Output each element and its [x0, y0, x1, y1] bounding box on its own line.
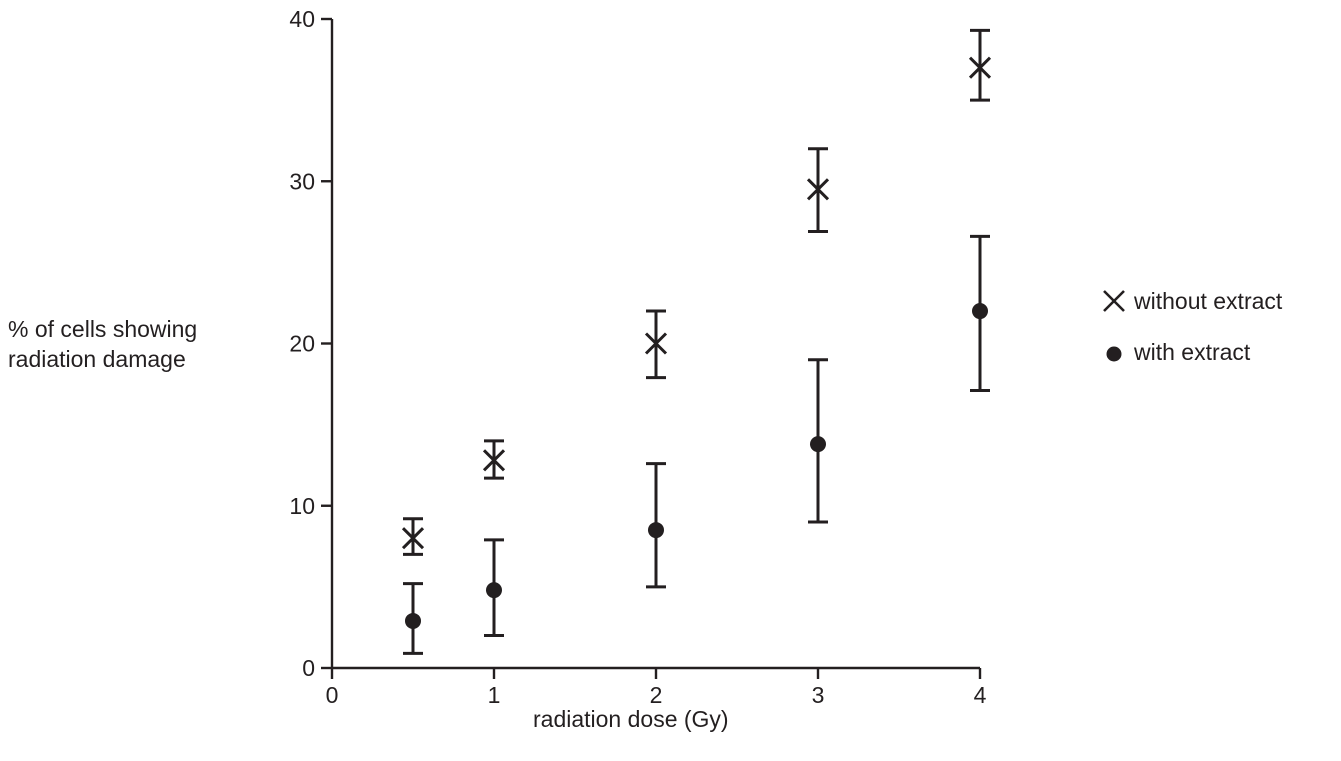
- cross-marker: [644, 332, 668, 355]
- dot-marker: [972, 303, 988, 320]
- cross-marker: [806, 178, 830, 201]
- legend-item-with-extract: with extract: [1100, 338, 1250, 366]
- x-tick-label: 2: [650, 682, 663, 708]
- cross-marker: [482, 449, 506, 472]
- dot-marker: [810, 436, 826, 453]
- legend-label-without-extract: without extract: [1134, 287, 1283, 314]
- data-marks: [401, 28, 992, 655]
- y-tick-label: 40: [289, 6, 315, 32]
- legend-item-without-extract: without extract: [1100, 287, 1282, 315]
- y-axis-ticks: 0 10 20 30 40: [289, 6, 332, 681]
- data-point-with-extract: [646, 462, 666, 589]
- x-tick-label: 4: [974, 682, 987, 708]
- data-point-with-extract: [403, 582, 423, 655]
- cross-marker: [401, 527, 425, 550]
- x-axis-label: radiation dose (Gy): [533, 706, 729, 732]
- y-axis-label-line-2: radiation damage: [8, 346, 186, 372]
- data-point-without-extract: [644, 309, 668, 380]
- x-tick-label: 3: [812, 682, 825, 708]
- cross-marker-icon: [1103, 290, 1125, 312]
- data-point-without-extract: [401, 517, 425, 556]
- data-point-without-extract: [482, 439, 506, 480]
- y-axis-label-line-1: % of cells showing: [8, 316, 198, 342]
- data-point-with-extract: [484, 538, 504, 638]
- data-point-without-extract: [806, 147, 830, 234]
- dot-marker-icon: [1106, 346, 1122, 362]
- data-point-with-extract: [808, 358, 828, 524]
- dot-marker: [486, 582, 502, 599]
- y-tick-label: 10: [289, 493, 315, 519]
- y-tick-label: 0: [302, 655, 315, 681]
- y-tick-label: 20: [289, 331, 315, 357]
- dot-marker: [405, 612, 421, 629]
- y-tick-label: 30: [289, 168, 315, 194]
- data-point-without-extract: [968, 28, 992, 102]
- x-tick-label: 0: [326, 682, 339, 708]
- x-axis-ticks: 0 1 2 3 4: [326, 668, 987, 708]
- dot-marker: [648, 522, 664, 539]
- legend-label-with-extract: with extract: [1134, 338, 1251, 365]
- data-point-with-extract: [970, 234, 990, 393]
- cross-marker: [968, 56, 992, 79]
- y-axis-label: % of cells showing radiation damage: [8, 314, 197, 374]
- x-tick-label: 1: [488, 682, 501, 708]
